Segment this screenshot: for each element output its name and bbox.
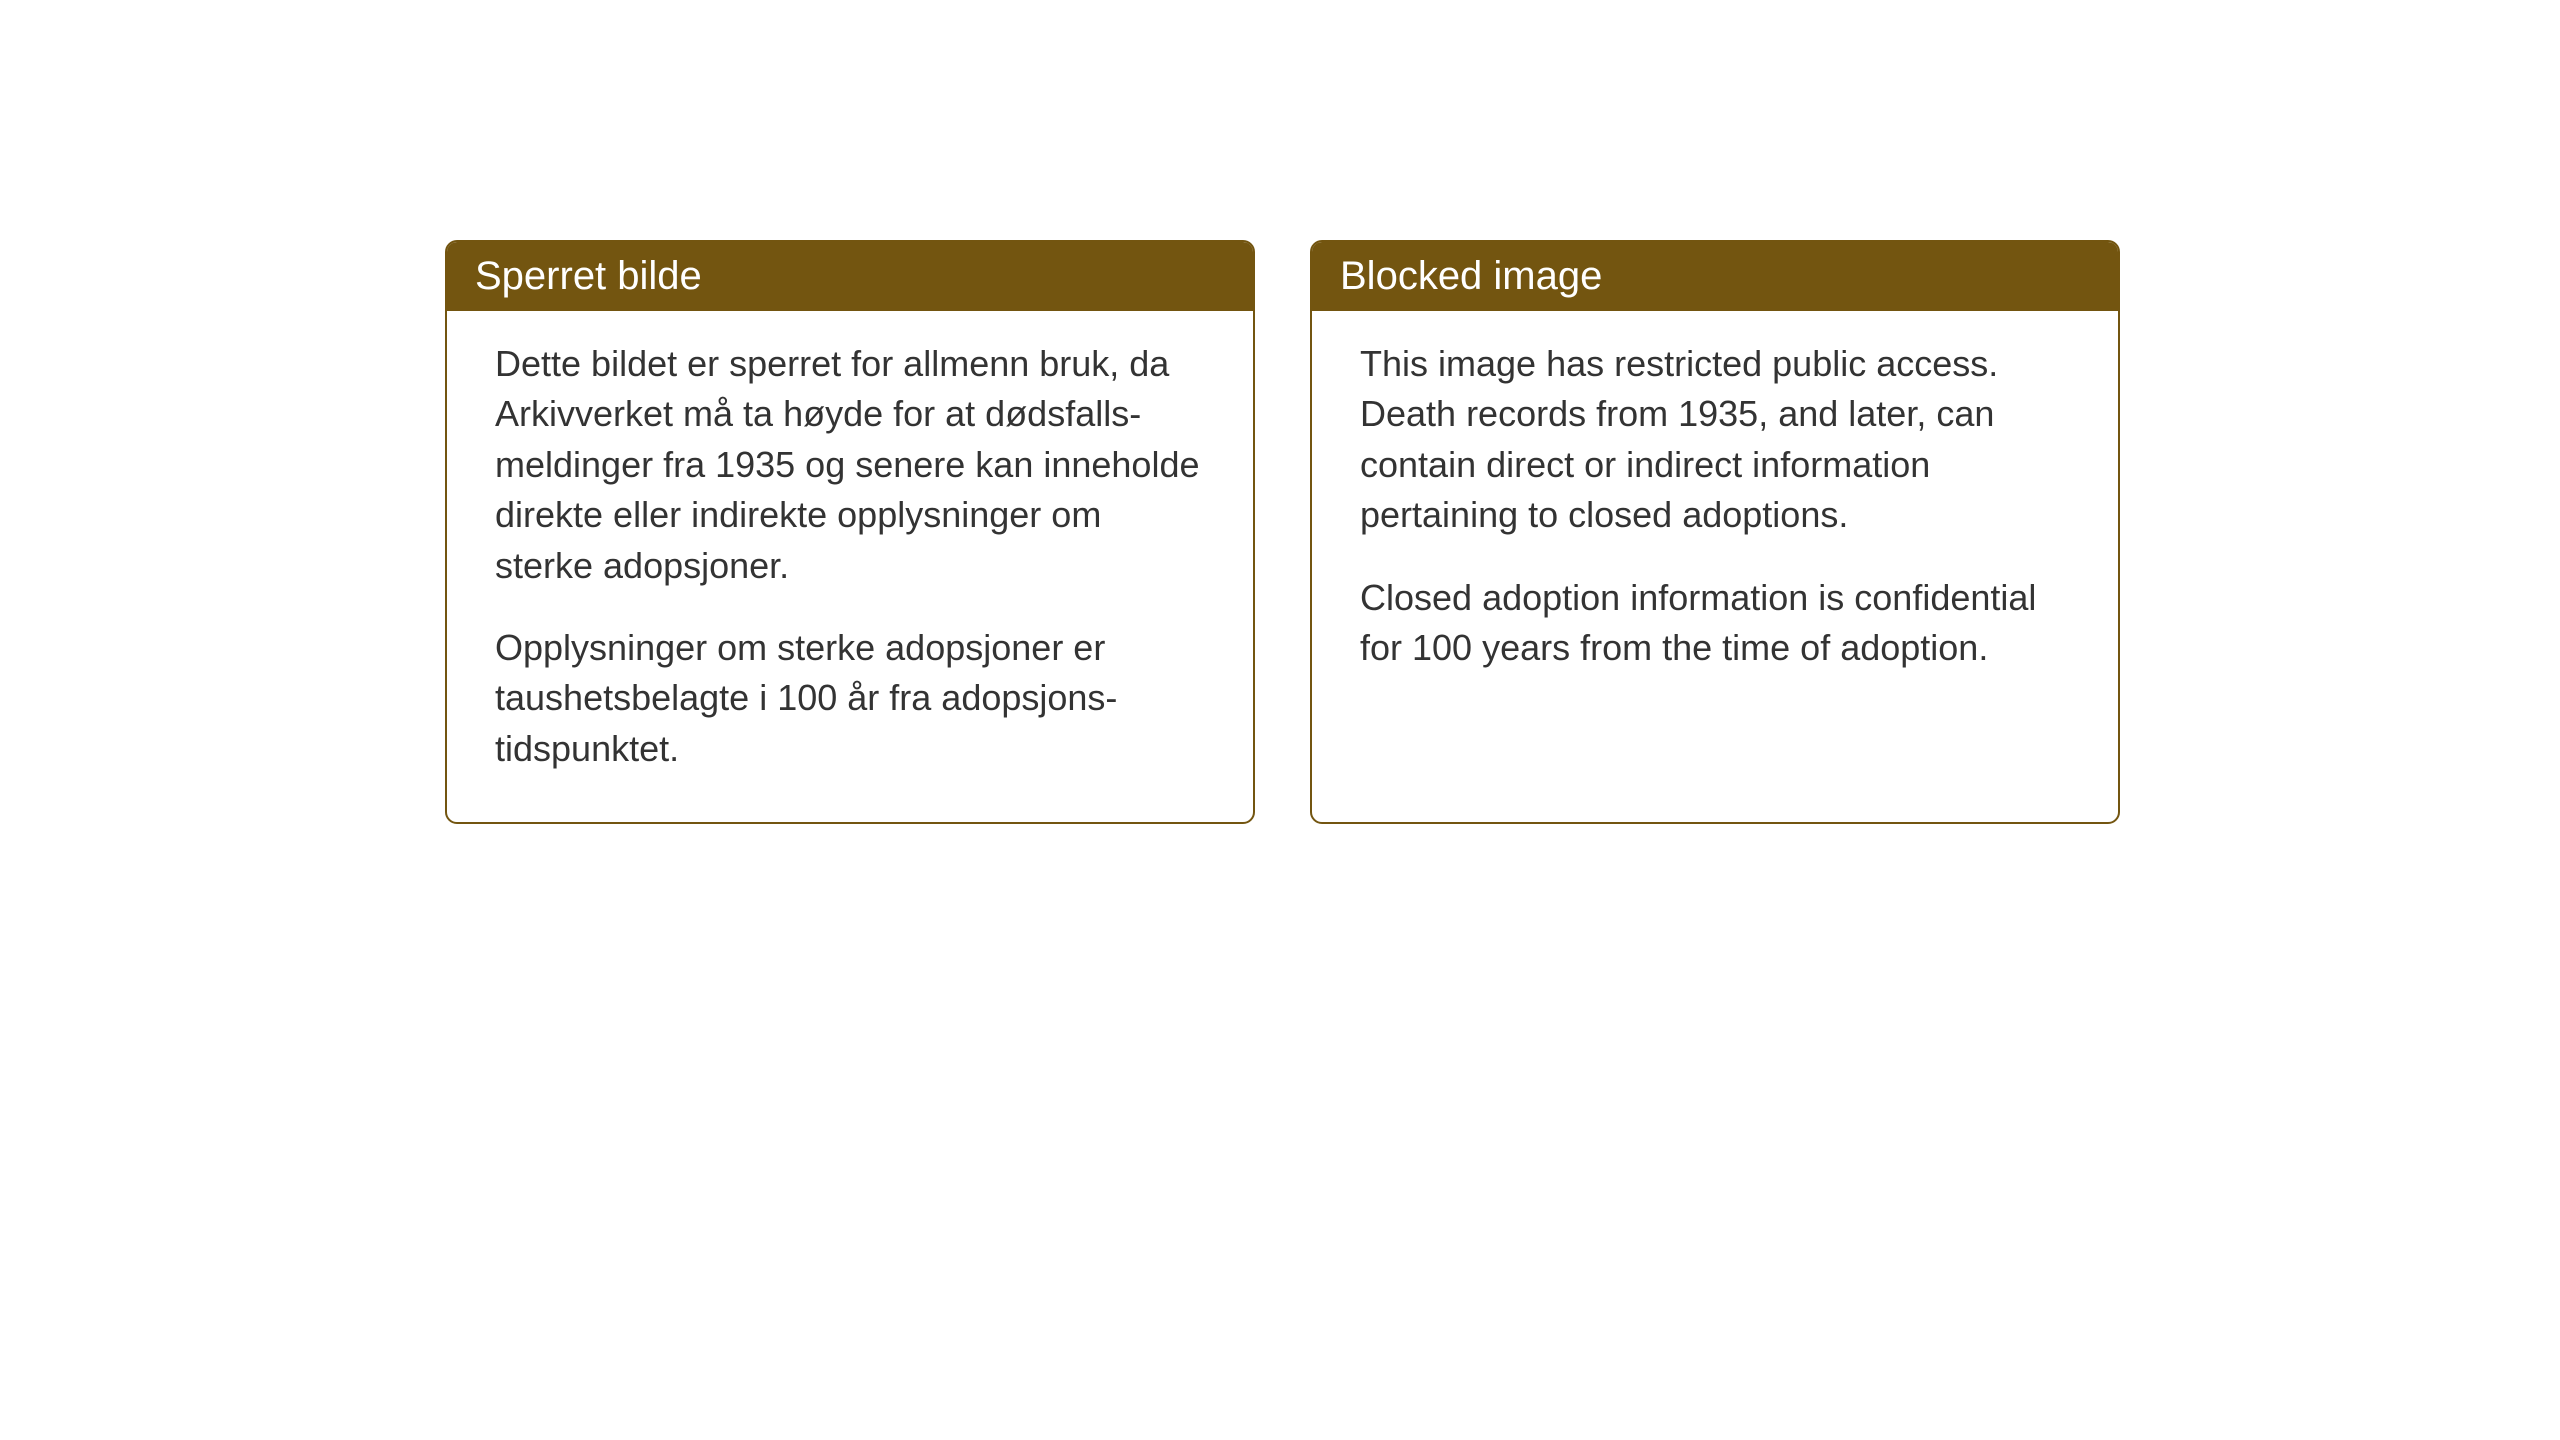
notice-body-norwegian: Dette bildet er sperret for allmenn bruk… bbox=[447, 311, 1253, 822]
notice-box-english: Blocked image This image has restricted … bbox=[1310, 240, 2120, 824]
notice-body-english: This image has restricted public access.… bbox=[1312, 311, 2118, 721]
notice-paragraph1-english: This image has restricted public access.… bbox=[1360, 339, 2070, 541]
notice-title-english: Blocked image bbox=[1340, 254, 1602, 298]
notices-container: Sperret bilde Dette bildet er sperret fo… bbox=[445, 240, 2120, 824]
notice-box-norwegian: Sperret bilde Dette bildet er sperret fo… bbox=[445, 240, 1255, 824]
notice-header-english: Blocked image bbox=[1312, 242, 2118, 311]
notice-paragraph1-norwegian: Dette bildet er sperret for allmenn bruk… bbox=[495, 339, 1205, 591]
notice-header-norwegian: Sperret bilde bbox=[447, 242, 1253, 311]
notice-paragraph2-norwegian: Opplysninger om sterke adopsjoner er tau… bbox=[495, 623, 1205, 774]
notice-paragraph2-english: Closed adoption information is confident… bbox=[1360, 573, 2070, 674]
notice-title-norwegian: Sperret bilde bbox=[475, 254, 702, 298]
